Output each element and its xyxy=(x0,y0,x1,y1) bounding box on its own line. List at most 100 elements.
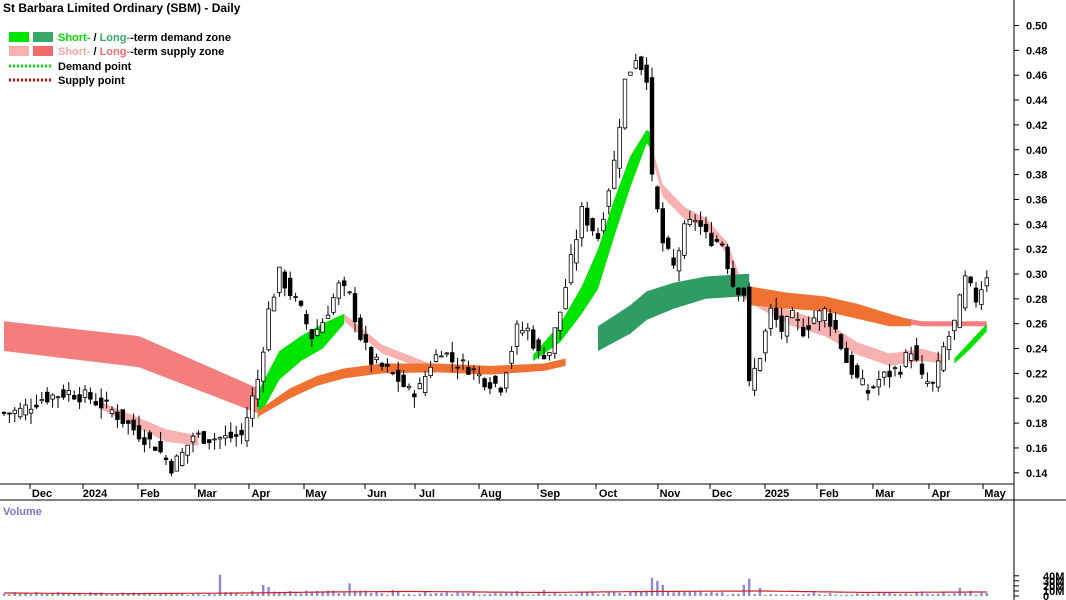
volume-bar xyxy=(915,592,918,596)
volume-bar xyxy=(262,584,265,596)
volume-bar xyxy=(467,593,470,596)
candle xyxy=(126,419,131,435)
candle xyxy=(676,247,682,282)
candle xyxy=(66,382,71,402)
volume-bar xyxy=(62,592,65,596)
volume-bar xyxy=(618,592,621,596)
volume-bar xyxy=(256,592,259,596)
candle xyxy=(363,325,368,351)
candle xyxy=(649,67,655,182)
short-term-supply-zone xyxy=(646,129,944,366)
candle xyxy=(763,328,768,362)
volume-bar xyxy=(494,592,497,596)
volume-bar xyxy=(764,594,767,596)
candle xyxy=(860,369,865,386)
volume-bar xyxy=(904,593,907,596)
candle xyxy=(120,409,125,428)
candle xyxy=(439,350,444,358)
volume-bar xyxy=(434,593,438,596)
volume-bar xyxy=(688,590,691,596)
candle xyxy=(622,78,628,130)
candle xyxy=(449,341,455,372)
volume-bar xyxy=(316,591,319,596)
volume-bar xyxy=(143,594,146,596)
x-tick-label: Jul xyxy=(419,488,435,500)
candle xyxy=(341,276,347,297)
volume-bar xyxy=(672,592,675,596)
volume-bar xyxy=(812,590,816,596)
candle xyxy=(498,386,503,396)
volume-bar xyxy=(985,593,988,596)
volume-bar xyxy=(472,592,475,596)
chart-title: St Barbara Limited Ordinary (SBM) - Dail… xyxy=(3,1,241,15)
candle xyxy=(223,425,228,446)
volume-bar xyxy=(159,592,162,596)
volume-bar xyxy=(753,594,756,596)
candle xyxy=(212,432,217,450)
candle xyxy=(260,346,266,393)
candle xyxy=(347,290,352,295)
volume-bar xyxy=(964,593,967,596)
candle xyxy=(255,369,260,408)
volume-bar xyxy=(289,591,292,596)
legend-demand-prefix: Short- xyxy=(58,32,91,44)
volume-bar xyxy=(407,593,411,596)
candle xyxy=(547,352,552,361)
volume-bar xyxy=(343,592,346,596)
volume-bar xyxy=(683,590,686,596)
volume-bar xyxy=(769,594,772,596)
candle xyxy=(428,360,433,379)
candle xyxy=(93,393,98,407)
volume-bar xyxy=(548,594,551,596)
candle xyxy=(585,201,590,232)
volume-bar xyxy=(845,594,848,596)
candle xyxy=(190,432,196,453)
volume-bar xyxy=(202,594,205,596)
candle xyxy=(952,319,957,341)
candle xyxy=(163,454,169,466)
candle xyxy=(633,53,638,70)
long-term-demand-zone xyxy=(257,358,566,417)
candle xyxy=(541,346,547,360)
y-tick-label: 0.50 xyxy=(1026,21,1047,33)
candle xyxy=(417,377,422,390)
volume-bar xyxy=(413,594,416,596)
y-tick-label: 0.32 xyxy=(1026,244,1047,256)
volume-bar xyxy=(537,593,540,596)
volume-bar xyxy=(391,589,394,596)
short-term-demand-zone xyxy=(257,313,345,420)
volume-bar xyxy=(715,592,718,596)
volume-bar xyxy=(386,594,389,596)
volume-bar xyxy=(380,593,384,596)
candle xyxy=(158,431,163,454)
volume-bar xyxy=(791,594,794,596)
volume-bar xyxy=(181,593,184,596)
volume-bar xyxy=(872,594,875,596)
volume-bar xyxy=(245,594,249,596)
volume-bar xyxy=(602,594,605,596)
legend-demand-zone: Short- / Long--term demand zone xyxy=(58,32,231,44)
volume-bar xyxy=(364,590,367,596)
candle xyxy=(368,346,374,373)
volume-bar xyxy=(726,594,729,596)
volume-moving-average xyxy=(4,590,987,595)
volume-tick-label: 0 xyxy=(1043,591,1049,600)
volume-bar xyxy=(13,592,16,596)
candle xyxy=(309,328,314,347)
volume-bar xyxy=(483,594,486,596)
legend-demand-rest: -term demand zone xyxy=(130,32,231,44)
volume-bar xyxy=(164,593,168,596)
volume-bar xyxy=(499,593,502,596)
volume-bar xyxy=(40,593,43,596)
candle xyxy=(984,270,989,292)
candle xyxy=(109,406,115,418)
candle xyxy=(973,281,979,308)
volume-bar xyxy=(920,591,924,596)
volume-bar xyxy=(451,594,454,596)
candle xyxy=(817,309,822,331)
candle xyxy=(266,301,271,352)
candle xyxy=(50,393,55,408)
candle xyxy=(325,305,331,319)
volume-bar xyxy=(818,594,821,596)
